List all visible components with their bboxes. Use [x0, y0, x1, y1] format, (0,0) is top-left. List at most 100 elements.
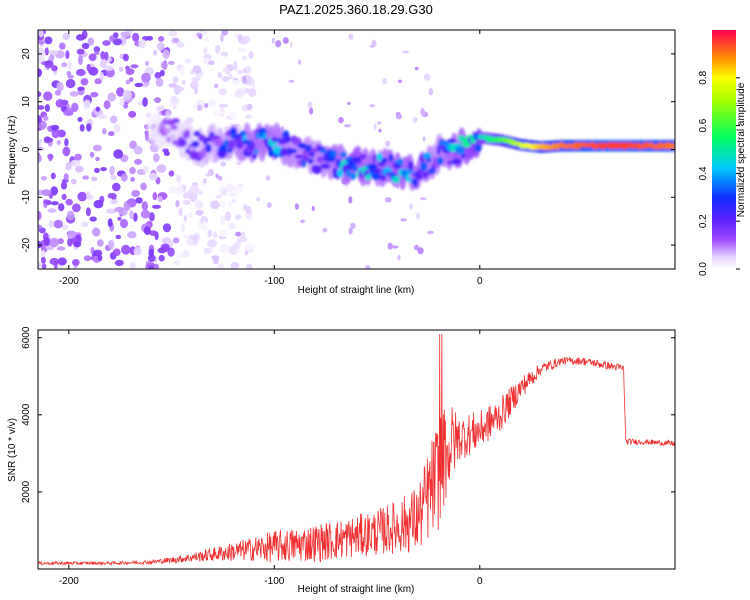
noise-blob	[138, 39, 147, 49]
noise-blob	[417, 247, 424, 255]
noise-blob	[178, 86, 184, 92]
ridge-core	[350, 172, 357, 181]
noise-blob	[391, 245, 399, 249]
noise-blob	[236, 237, 242, 245]
noise-blob	[48, 220, 55, 228]
noise-blob	[156, 164, 167, 173]
noise-blob	[72, 203, 81, 213]
colorbar-tick-label: 0.6	[698, 118, 709, 132]
noise-blob	[203, 47, 208, 55]
noise-blob	[173, 84, 181, 95]
noise-blob	[133, 247, 142, 256]
noise-blob	[85, 207, 91, 217]
noise-blob	[297, 59, 302, 65]
snr-panel: -200 -100 0 2000 4000 6000 Height of straigh…	[7, 326, 676, 595]
noise-blob	[265, 175, 271, 181]
snr-y-ticks: 2000 4000 6000	[21, 326, 675, 503]
noise-blob	[78, 55, 83, 66]
noise-blob	[79, 124, 85, 132]
noise-blob	[65, 198, 73, 206]
ridge-core	[351, 156, 362, 164]
ridge-core	[164, 127, 171, 134]
noise-blob	[56, 140, 61, 145]
noise-blob	[95, 156, 100, 162]
noise-blob	[238, 185, 244, 193]
noise-blob	[364, 264, 371, 269]
noise-blob	[55, 99, 65, 108]
noise-blob	[61, 62, 68, 68]
noise-blob	[82, 175, 89, 180]
noise-blob	[140, 182, 147, 191]
noise-blob	[114, 206, 125, 213]
noise-blob	[61, 224, 69, 231]
snr-x-tick-label: 0	[477, 576, 483, 587]
noise-blob	[230, 262, 240, 269]
ridge-core	[413, 178, 418, 188]
noise-blob	[133, 212, 138, 222]
ridge-core	[227, 139, 236, 150]
noise-blob	[44, 47, 49, 56]
noise-blob	[395, 111, 401, 117]
noise-blob	[92, 227, 101, 237]
spectrogram-y-tick-label: -20	[21, 237, 32, 252]
colorbar-tick-label: 0.8	[698, 70, 709, 84]
colorbar-tick-label: 0.4	[698, 166, 709, 180]
noise-blob	[118, 66, 124, 73]
noise-blob	[129, 166, 136, 175]
noise-blob	[54, 89, 62, 96]
noise-blob	[131, 190, 141, 197]
noise-blob	[141, 72, 151, 83]
noise-blob	[98, 113, 107, 120]
ridge-core	[319, 149, 328, 154]
noise-blob	[112, 38, 123, 46]
noise-blob	[162, 49, 170, 60]
noise-blob	[214, 44, 221, 54]
ridge-core	[391, 175, 401, 184]
noise-blob	[156, 42, 165, 51]
noise-blob	[64, 138, 69, 147]
ridge-core	[268, 148, 274, 157]
noise-blob	[183, 215, 188, 222]
noise-blob	[384, 197, 392, 203]
noise-blob	[224, 211, 232, 222]
noise-blob	[50, 124, 60, 131]
noise-blob	[282, 37, 289, 44]
noise-blob	[148, 265, 154, 269]
noise-blob	[220, 34, 224, 42]
noise-blob	[126, 199, 133, 204]
noise-blob	[127, 231, 137, 239]
noise-blob	[73, 241, 82, 248]
noise-blob	[49, 50, 59, 55]
noise-blob	[178, 207, 183, 216]
noise-blob	[378, 128, 382, 133]
noise-blob	[104, 51, 109, 61]
noise-blob	[203, 247, 212, 255]
noise-blob	[81, 30, 88, 40]
spectrogram-x-ticks: -200 -100 0	[59, 30, 483, 287]
noise-blob	[213, 256, 219, 262]
snr-y-tick-label: 2000	[21, 480, 32, 503]
noise-blob	[228, 245, 238, 255]
ridge-core	[455, 146, 466, 155]
ridge-core	[254, 148, 259, 155]
noise-blob	[242, 75, 247, 84]
ridge-core	[422, 171, 429, 179]
noise-blob	[46, 137, 54, 143]
noise-blob	[223, 126, 231, 132]
noise-blob	[275, 40, 282, 48]
ridge-core	[287, 148, 298, 154]
noise-blob	[218, 103, 228, 108]
noise-blob	[212, 231, 218, 239]
ridge-core	[374, 168, 382, 174]
noise-blob	[38, 68, 42, 77]
noise-blob	[208, 60, 215, 65]
noise-blob	[38, 138, 43, 144]
noise-blob	[135, 197, 143, 204]
snr-y-label: SNR (10 * v/v)	[7, 418, 18, 482]
noise-blob	[115, 234, 122, 240]
ridge-core	[252, 153, 257, 160]
ridge-core	[377, 162, 385, 167]
ridge-core	[294, 154, 304, 159]
noise-blob	[369, 44, 375, 48]
